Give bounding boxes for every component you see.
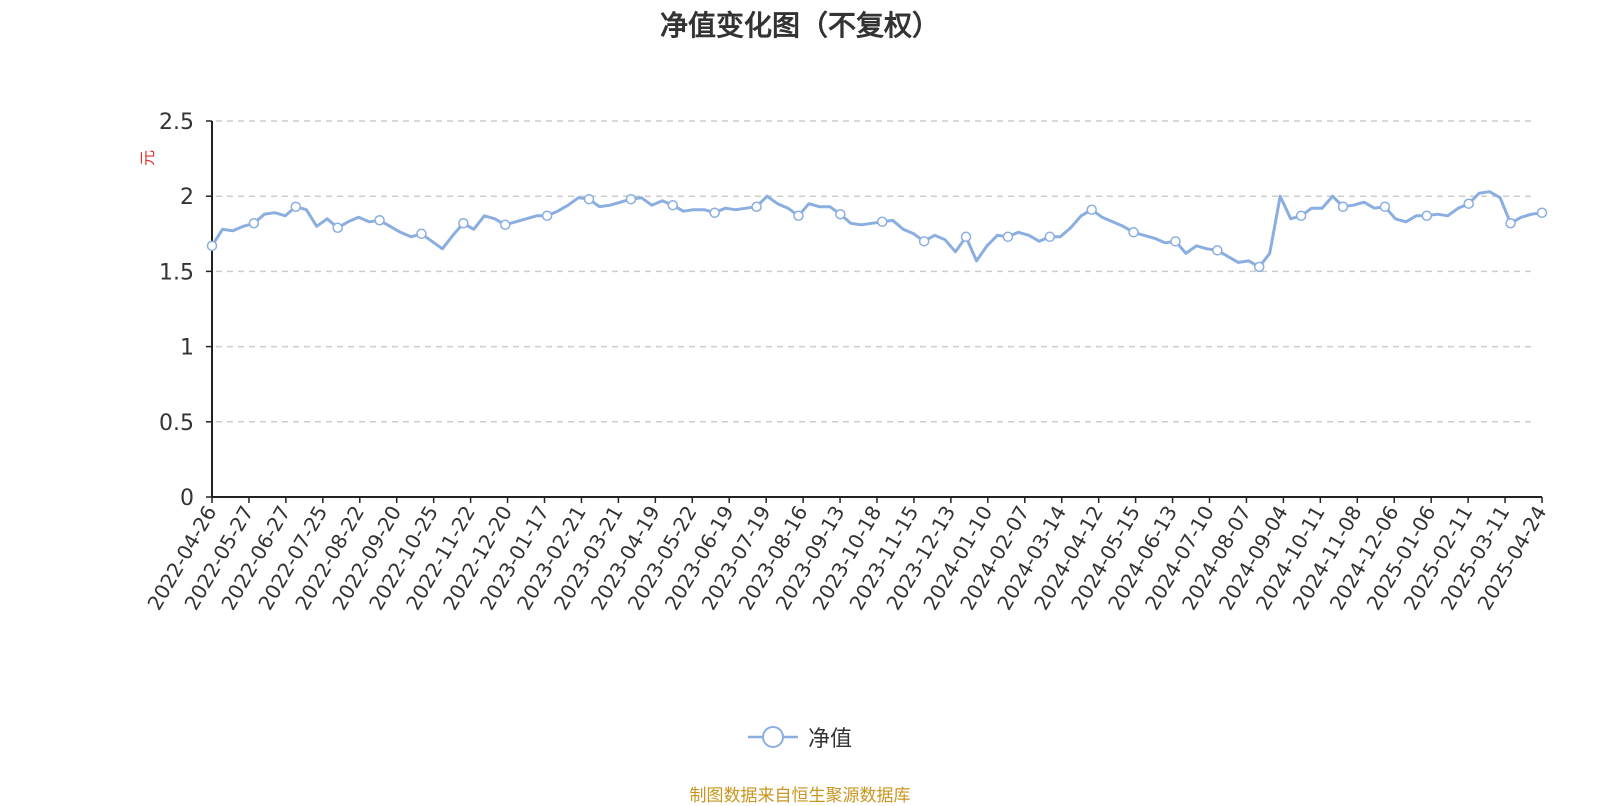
- data-point-marker[interactable]: [290, 201, 302, 212]
- series-line: [210, 190, 1544, 269]
- data-point-marker[interactable]: [667, 199, 679, 211]
- y-tick-label: 1: [180, 336, 194, 361]
- x-tick-labels: 2022-04-262022-05-272022-06-272022-07-25…: [142, 502, 1551, 615]
- data-point-marker[interactable]: [835, 208, 846, 220]
- y-tick-label: 0.5: [159, 411, 194, 436]
- data-point-marker[interactable]: [793, 210, 804, 222]
- data-point-marker[interactable]: [1295, 210, 1307, 222]
- legend-line-circle-icon: [748, 726, 798, 748]
- data-point-marker[interactable]: [416, 228, 427, 240]
- data-point-marker[interactable]: [1337, 201, 1349, 212]
- data-point-marker[interactable]: [1128, 227, 1139, 238]
- data-point-marker[interactable]: [918, 236, 930, 247]
- y-tick-label: 0: [180, 486, 194, 511]
- series-markers: [206, 193, 1548, 273]
- data-point-marker[interactable]: [499, 219, 511, 231]
- data-point-marker[interactable]: [332, 222, 343, 234]
- series-lines: [210, 190, 1544, 269]
- data-point-marker[interactable]: [751, 201, 762, 212]
- y-tick-label: 1.5: [159, 260, 194, 285]
- data-point-marker[interactable]: [458, 218, 469, 229]
- data-point-marker[interactable]: [541, 210, 553, 222]
- data-point-marker[interactable]: [1170, 236, 1181, 247]
- data-point-marker[interactable]: [206, 240, 218, 252]
- data-point-marker[interactable]: [1379, 201, 1391, 212]
- data-point-marker[interactable]: [1212, 245, 1223, 256]
- data-point-marker[interactable]: [248, 218, 260, 229]
- data-point-marker[interactable]: [960, 231, 972, 243]
- axes: [206, 120, 1543, 503]
- chart-title: 净值变化图（不复权）: [659, 9, 940, 42]
- data-point-marker[interactable]: [583, 193, 595, 205]
- y-tick-labels: 0 0.5 1 1.5 2 2.5: [159, 110, 194, 511]
- y-tick-label: 2.5: [159, 110, 194, 135]
- source-note: 制图数据来自恒生聚源数据库: [689, 786, 911, 806]
- data-point-marker[interactable]: [374, 215, 385, 226]
- data-point-marker[interactable]: [1536, 207, 1548, 218]
- data-point-marker[interactable]: [1086, 204, 1097, 215]
- data-point-marker[interactable]: [709, 207, 720, 218]
- legend-label: 净值: [808, 727, 853, 752]
- grid-lines: [216, 120, 1534, 423]
- data-point-marker[interactable]: [1463, 198, 1474, 209]
- data-point-marker[interactable]: [1253, 261, 1265, 273]
- data-point-marker[interactable]: [1002, 231, 1014, 243]
- y-axis-label: 元: [138, 150, 157, 166]
- data-point-marker[interactable]: [625, 193, 637, 205]
- data-point-marker[interactable]: [1044, 231, 1056, 243]
- data-point-marker[interactable]: [1505, 218, 1516, 229]
- data-point-marker[interactable]: [876, 216, 888, 228]
- y-tick-label: 2: [180, 185, 194, 210]
- data-point-marker[interactable]: [1421, 210, 1433, 222]
- legend[interactable]: 净值: [748, 722, 852, 752]
